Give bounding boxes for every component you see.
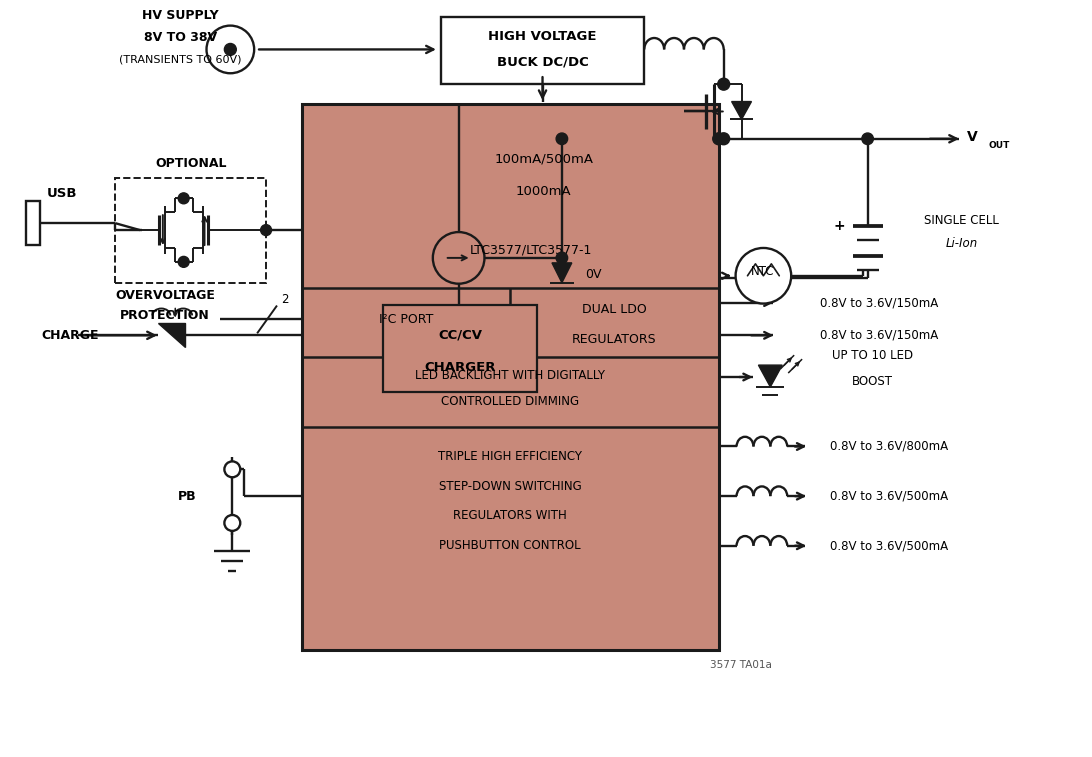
Text: NTC: NTC [750,265,774,279]
Circle shape [432,232,485,284]
Text: LTC3577/LTC3577-1: LTC3577/LTC3577-1 [470,244,592,257]
FancyBboxPatch shape [301,104,719,650]
Text: HIGH VOLTAGE: HIGH VOLTAGE [488,30,596,43]
Text: 0.8V to 3.6V/800mA: 0.8V to 3.6V/800mA [830,440,949,453]
Text: 0.8V to 3.6V/150mA: 0.8V to 3.6V/150mA [820,296,939,309]
FancyBboxPatch shape [441,17,644,84]
Text: 0.8V to 3.6V/500mA: 0.8V to 3.6V/500mA [830,539,949,553]
Text: 100mA/500mA: 100mA/500mA [494,152,593,165]
Text: SINGLE CELL: SINGLE CELL [925,213,999,226]
Text: +: + [833,219,844,233]
Circle shape [178,193,189,204]
Circle shape [717,78,729,90]
Circle shape [862,133,874,145]
Text: 8V TO 38V: 8V TO 38V [144,31,217,44]
FancyBboxPatch shape [383,304,537,392]
Text: STEP-DOWN SWITCHING: STEP-DOWN SWITCHING [439,480,582,493]
Polygon shape [732,101,751,120]
Circle shape [736,248,792,304]
Text: CONTROLLED DIMMING: CONTROLLED DIMMING [441,395,580,408]
Text: BOOST: BOOST [852,375,893,388]
Polygon shape [551,263,572,282]
Text: REGULATORS WITH: REGULATORS WITH [453,509,567,522]
FancyBboxPatch shape [115,179,266,282]
Circle shape [713,132,725,145]
Text: OUT: OUT [988,142,1010,150]
Circle shape [224,515,240,531]
Text: 3577 TA01a: 3577 TA01a [710,660,772,670]
Text: HV SUPPLY: HV SUPPLY [142,9,219,22]
Text: TRIPLE HIGH EFFICIENCY: TRIPLE HIGH EFFICIENCY [438,450,582,463]
Circle shape [556,133,568,145]
Circle shape [556,252,568,263]
Text: BUCK DC/DC: BUCK DC/DC [497,56,589,69]
Text: 2: 2 [281,293,288,306]
Text: Li-Ion: Li-Ion [946,236,978,250]
Circle shape [178,257,189,267]
Circle shape [206,26,254,73]
Text: 1000mA: 1000mA [515,185,571,198]
Text: UP TO 10 LED: UP TO 10 LED [832,349,913,362]
Text: LED BACKLIGHT WITH DIGITALLY: LED BACKLIGHT WITH DIGITALLY [415,369,605,382]
Text: I²C PORT: I²C PORT [379,313,434,326]
Text: REGULATORS: REGULATORS [572,333,656,346]
FancyBboxPatch shape [26,201,39,245]
Text: PUSHBUTTON CONTROL: PUSHBUTTON CONTROL [439,539,581,553]
Text: 0.8V to 3.6V/150mA: 0.8V to 3.6V/150mA [820,329,939,342]
Polygon shape [158,323,185,347]
Text: 0.8V to 3.6V/500mA: 0.8V to 3.6V/500mA [830,490,949,503]
Circle shape [224,43,236,55]
Text: CHARGE: CHARGE [41,329,99,342]
Text: (TRANSIENTS TO 60V): (TRANSIENTS TO 60V) [119,55,242,64]
Text: V: V [966,129,977,144]
Text: DUAL LDO: DUAL LDO [582,303,646,316]
Text: OPTIONAL: OPTIONAL [155,157,226,170]
Text: PROTECTION: PROTECTION [120,309,210,322]
Text: USB: USB [46,187,76,200]
Circle shape [717,132,729,145]
Circle shape [224,461,240,477]
Text: PB: PB [178,490,197,503]
Circle shape [261,225,272,235]
Polygon shape [759,365,782,387]
Text: 0V: 0V [585,268,602,282]
Text: CHARGER: CHARGER [425,361,496,374]
Text: CC/CV: CC/CV [438,329,483,341]
Text: OVERVOLTAGE: OVERVOLTAGE [115,289,215,302]
